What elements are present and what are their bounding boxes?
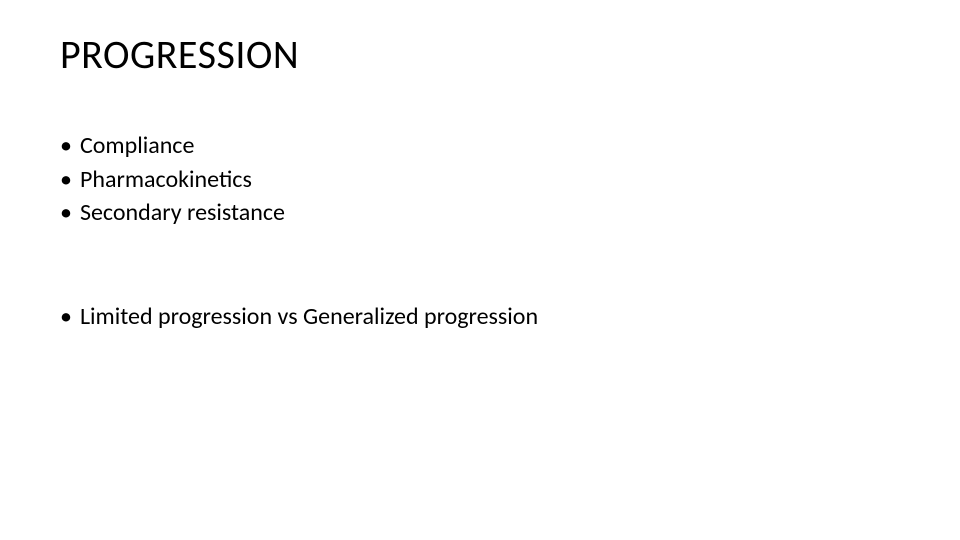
bullet-text: Pharmacokinetics [80,163,900,197]
list-item: • Compliance [60,129,900,163]
bullet-marker-icon: • [60,163,72,197]
bullet-group-2: • Limited progression vs Generalized pro… [60,300,900,334]
bullet-group-1: • Compliance • Pharmacokinetics • Second… [60,129,900,230]
list-item: • Limited progression vs Generalized pro… [60,300,900,334]
bullet-text: Compliance [80,129,900,163]
bullet-marker-icon: • [60,129,72,163]
bullet-text: Limited progression vs Generalized progr… [80,300,900,334]
list-item: • Secondary resistance [60,196,900,230]
bullet-marker-icon: • [60,300,72,334]
slide-title: PROGRESSION [60,30,900,79]
list-item: • Pharmacokinetics [60,163,900,197]
bullet-text: Secondary resistance [80,196,900,230]
bullet-marker-icon: • [60,196,72,230]
